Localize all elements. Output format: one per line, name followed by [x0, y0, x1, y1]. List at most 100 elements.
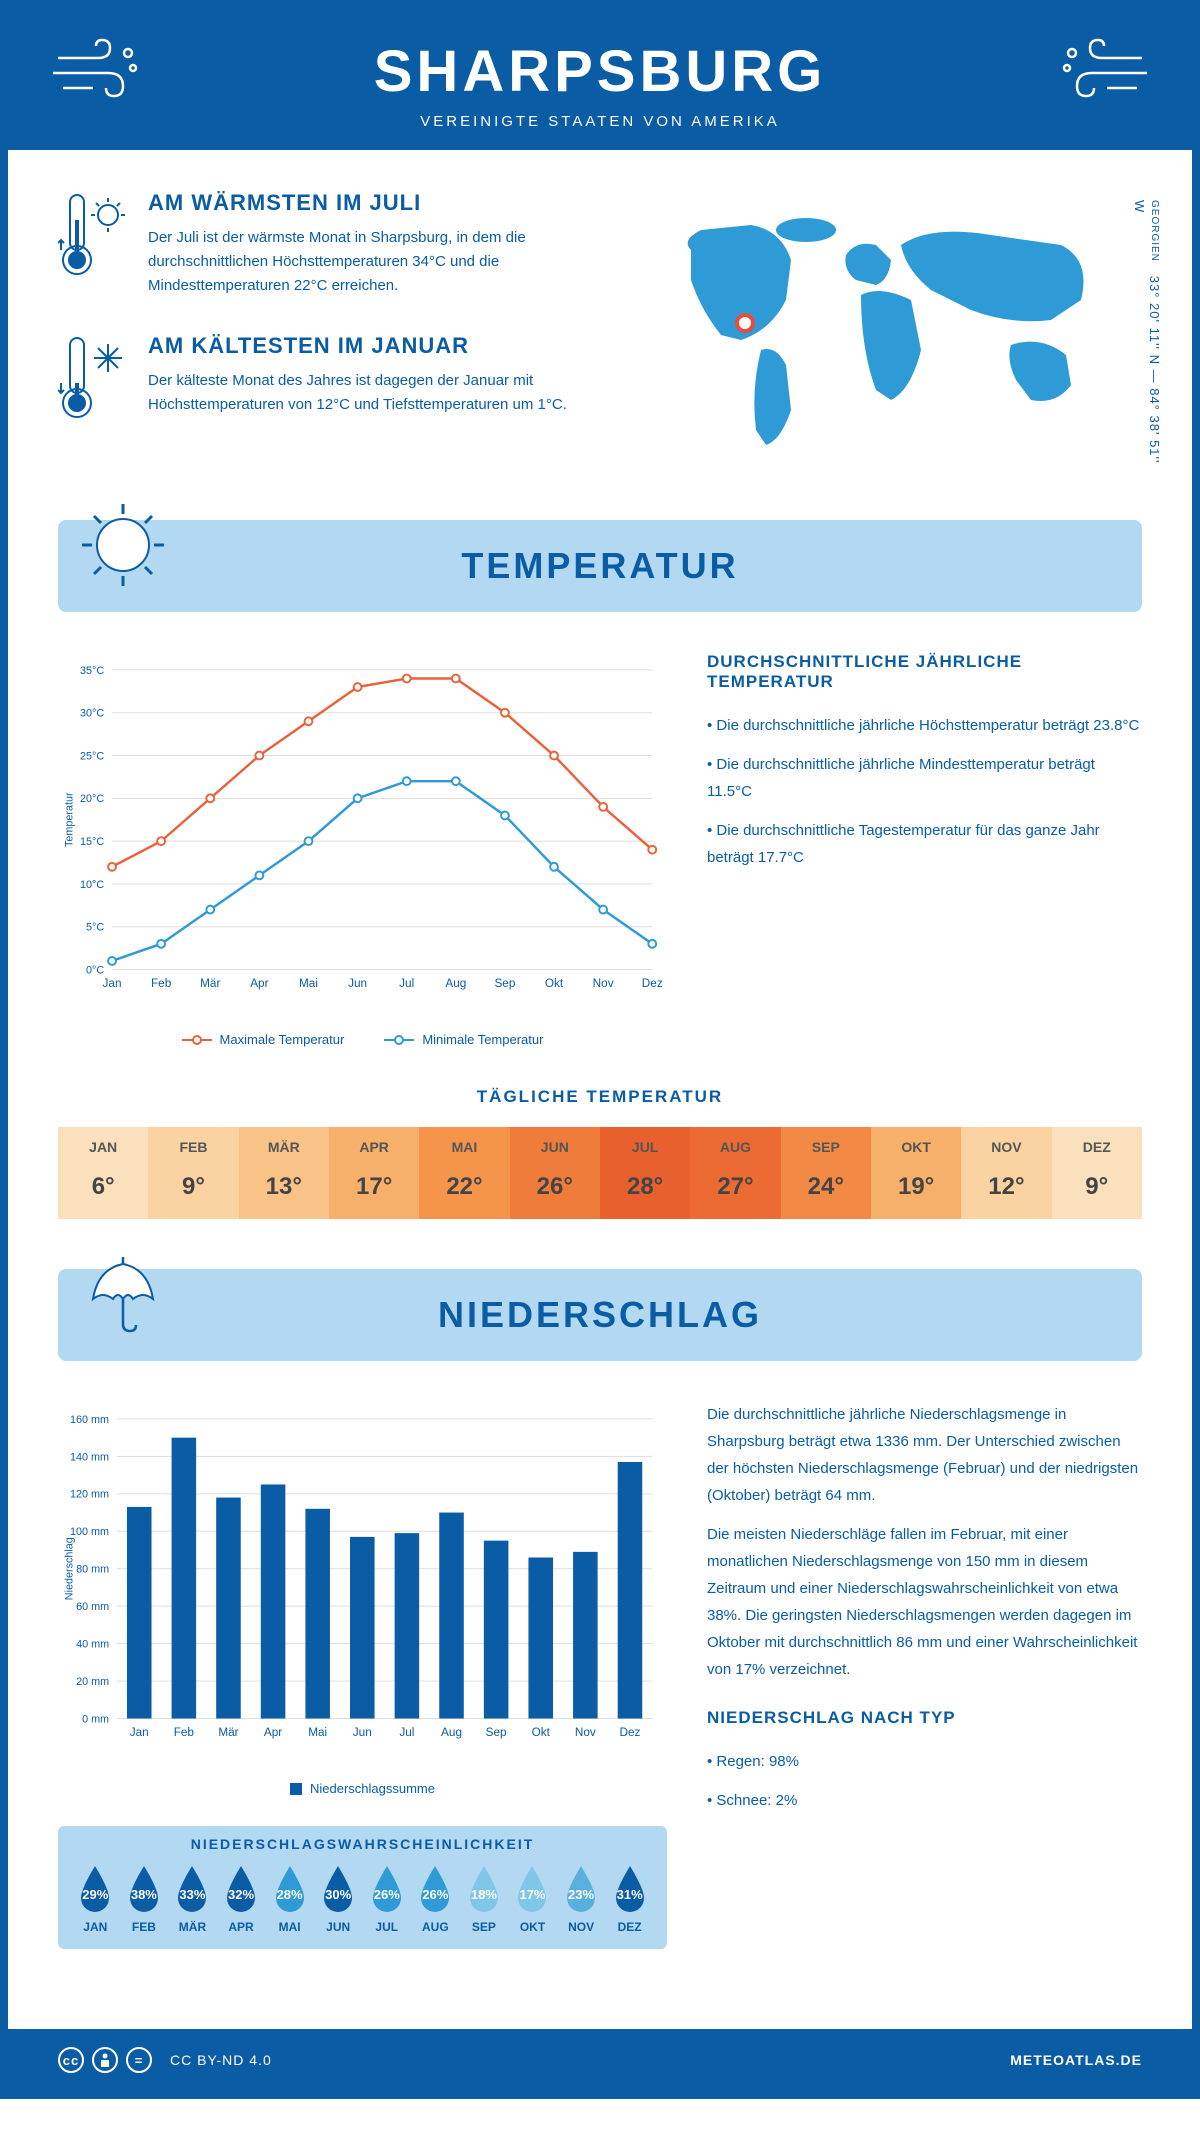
- svg-text:Aug: Aug: [445, 977, 466, 990]
- prob-cell: 30% JUN: [316, 1864, 361, 1934]
- svg-text:Jun: Jun: [348, 977, 367, 990]
- probability-box: NIEDERSCHLAGSWAHRSCHEINLICHKEIT 29% JAN …: [58, 1826, 667, 1949]
- precipitation-header: NIEDERSCHLAG: [58, 1269, 1142, 1361]
- warmest-fact: AM WÄRMSTEN IM JULI Der Juli ist der wär…: [58, 190, 580, 298]
- warmest-text: Der Juli ist der wärmste Monat in Sharps…: [148, 226, 580, 298]
- precip-type-title: NIEDERSCHLAG NACH TYP: [707, 1708, 1142, 1728]
- svg-text:60 mm: 60 mm: [76, 1601, 109, 1613]
- svg-text:35°C: 35°C: [80, 665, 104, 677]
- precip-text-2: Die meisten Niederschläge fallen im Febr…: [707, 1521, 1142, 1683]
- svg-text:Nov: Nov: [593, 977, 614, 990]
- temp-cell: OKT19°: [871, 1127, 961, 1219]
- svg-text:Mai: Mai: [308, 1726, 327, 1739]
- site-name: METEOATLAS.DE: [1010, 2052, 1142, 2068]
- temperature-title: TEMPERATUR: [78, 545, 1122, 587]
- svg-text:15°C: 15°C: [80, 836, 104, 848]
- precipitation-title: NIEDERSCHLAG: [78, 1294, 1122, 1336]
- thermometer-cold-icon: [58, 333, 128, 428]
- svg-text:120 mm: 120 mm: [70, 1489, 109, 1501]
- svg-text:Dez: Dez: [642, 977, 663, 990]
- svg-text:30°C: 30°C: [80, 708, 104, 720]
- prob-cell: 26% JUL: [364, 1864, 409, 1934]
- prob-cell: 23% NOV: [559, 1864, 604, 1934]
- temp-legend: .legend-line[style*="e8633b"]::after{bor…: [58, 1032, 667, 1047]
- temp-cell: MÄR13°: [239, 1127, 329, 1219]
- svg-text:0°C: 0°C: [86, 964, 104, 976]
- svg-text:25°C: 25°C: [80, 750, 104, 762]
- coldest-text: Der kälteste Monat des Jahres ist dagege…: [148, 369, 580, 417]
- temp-cell: JUN26°: [510, 1127, 600, 1219]
- daily-temp-table: JAN6° FEB9° MÄR13° APR17° MAI22° JUN26° …: [58, 1127, 1142, 1219]
- prob-cell: 29% JAN: [73, 1864, 118, 1934]
- svg-text:100 mm: 100 mm: [70, 1526, 109, 1538]
- thermometer-hot-icon: [58, 190, 128, 298]
- daily-temp-title: TÄGLICHE TEMPERATUR: [58, 1087, 1142, 1107]
- prob-cell: 31% DEZ: [607, 1864, 652, 1934]
- coldest-title: AM KÄLTESTEN IM JANUAR: [148, 333, 580, 359]
- prob-cell: 28% MAI: [267, 1864, 312, 1934]
- intro-section: AM WÄRMSTEN IM JULI Der Juli ist der wär…: [58, 190, 1142, 470]
- precipitation-bar-chart: 0 mm 20 mm 40 mm 60 mm 80 mm 100 mm 120 mm 140 …: [58, 1401, 667, 1761]
- coldest-fact: AM KÄLTESTEN IM JANUAR Der kälteste Mona…: [58, 333, 580, 428]
- svg-text:10°C: 10°C: [80, 879, 104, 891]
- svg-text:Apr: Apr: [250, 977, 268, 990]
- cc-license: cc = CC BY-ND 4.0: [58, 2047, 272, 2073]
- probability-title: NIEDERSCHLAGSWAHRSCHEINLICHKEIT: [73, 1836, 652, 1852]
- wind-icon-right: [1062, 38, 1152, 120]
- temp-cell: MAI22°: [419, 1127, 509, 1219]
- prob-cell: 38% FEB: [122, 1864, 167, 1934]
- svg-text:Dez: Dez: [619, 1726, 640, 1739]
- infographic-frame: SHARPSBURG VEREINIGTE STAATEN VON AMERIK…: [0, 0, 1200, 2099]
- temperature-header: TEMPERATUR: [58, 520, 1142, 612]
- nd-icon: =: [126, 2047, 152, 2073]
- prob-cell: 26% AUG: [413, 1864, 458, 1934]
- location-marker: [735, 313, 755, 333]
- temp-cell: DEZ9°: [1052, 1127, 1142, 1219]
- svg-text:Jul: Jul: [399, 977, 414, 990]
- warmest-title: AM WÄRMSTEN IM JULI: [148, 190, 580, 216]
- svg-text:5°C: 5°C: [86, 922, 104, 934]
- header: SHARPSBURG VEREINIGTE STAATEN VON AMERIK…: [8, 8, 1192, 150]
- prob-cell: 18% SEP: [462, 1864, 507, 1934]
- avg-temp-bullets: • Die durchschnittliche jährliche Höchst…: [707, 712, 1142, 871]
- precip-type-bullets: • Regen: 98%• Schnee: 2%: [707, 1748, 1142, 1814]
- svg-text:20 mm: 20 mm: [76, 1676, 109, 1688]
- svg-text:Apr: Apr: [264, 1726, 282, 1739]
- precip-text-1: Die durchschnittliche jährliche Niedersc…: [707, 1401, 1142, 1509]
- temp-cell: SEP24°: [781, 1127, 871, 1219]
- svg-text:Sep: Sep: [486, 1726, 507, 1739]
- prob-cell: 17% OKT: [510, 1864, 555, 1934]
- svg-text:Jul: Jul: [399, 1726, 414, 1739]
- temp-cell: JAN6°: [58, 1127, 148, 1219]
- svg-text:20°C: 20°C: [80, 793, 104, 805]
- svg-text:Jan: Jan: [130, 1726, 149, 1739]
- country-subtitle: VEREINIGTE STAATEN VON AMERIKA: [28, 113, 1172, 130]
- svg-text:Jan: Jan: [103, 977, 122, 990]
- temperature-line-chart: 0°C5°C10°C15°C20°C25°C30°C35°CJanFebMärA…: [58, 652, 667, 1012]
- umbrella-icon: [78, 1249, 168, 1339]
- by-icon: [92, 2047, 118, 2073]
- svg-text:Nov: Nov: [575, 1726, 596, 1739]
- temp-cell: APR17°: [329, 1127, 419, 1219]
- prob-cell: 33% MÄR: [170, 1864, 215, 1934]
- svg-text:Sep: Sep: [494, 977, 515, 990]
- svg-text:Feb: Feb: [151, 977, 172, 990]
- svg-text:160 mm: 160 mm: [70, 1414, 109, 1426]
- svg-text:Mär: Mär: [218, 1726, 238, 1739]
- svg-text:Aug: Aug: [441, 1726, 462, 1739]
- svg-text:Okt: Okt: [532, 1726, 551, 1739]
- svg-text:Okt: Okt: [545, 977, 564, 990]
- svg-text:Mai: Mai: [299, 977, 318, 990]
- svg-text:Jun: Jun: [353, 1726, 372, 1739]
- avg-temp-title: DURCHSCHNITTLICHE JÄHRLICHE TEMPERATUR: [707, 652, 1142, 692]
- svg-text:140 mm: 140 mm: [70, 1451, 109, 1463]
- cc-icon: cc: [58, 2047, 84, 2073]
- svg-text:0 mm: 0 mm: [82, 1713, 109, 1725]
- city-title: SHARPSBURG: [28, 38, 1172, 105]
- sun-icon: [78, 500, 168, 590]
- svg-text:Niederschlag: Niederschlag: [64, 1537, 76, 1600]
- temp-cell: AUG27°: [690, 1127, 780, 1219]
- svg-text:80 mm: 80 mm: [76, 1564, 109, 1576]
- precip-legend: Niederschlagssumme: [58, 1781, 667, 1796]
- svg-text:40 mm: 40 mm: [76, 1639, 109, 1651]
